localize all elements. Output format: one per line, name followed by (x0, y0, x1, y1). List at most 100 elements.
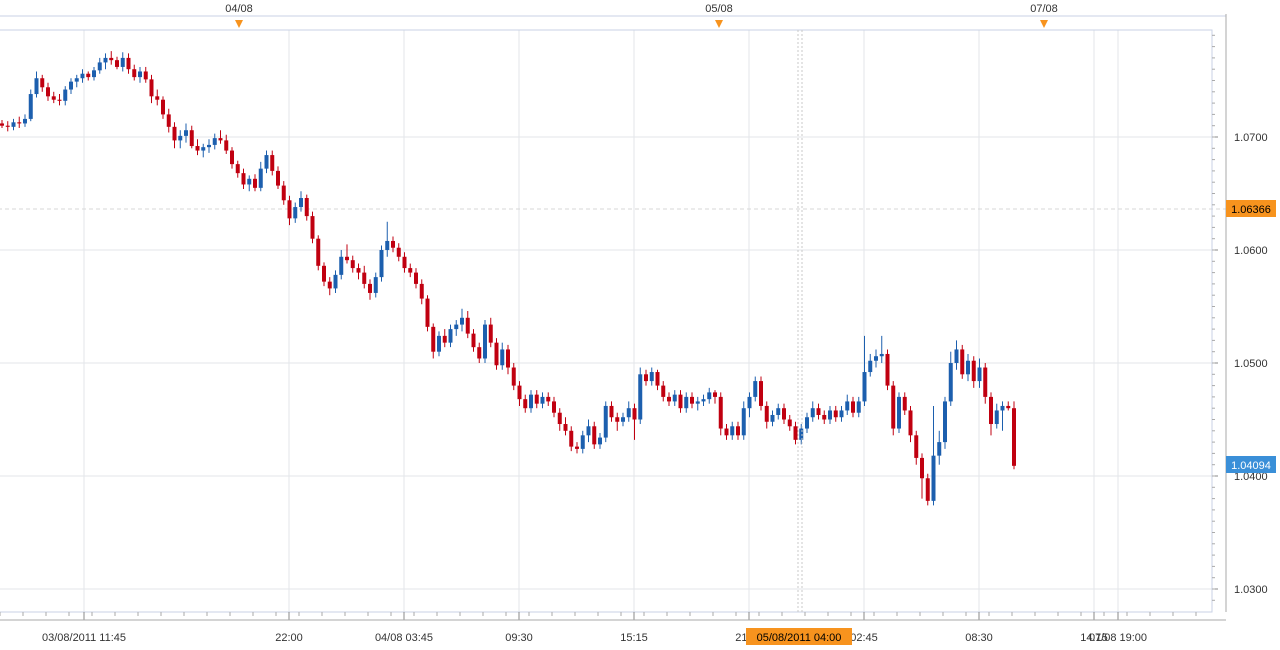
candle-body (920, 457, 924, 479)
candle-body (132, 69, 137, 78)
candle-body (816, 408, 821, 415)
candle-body (345, 256, 349, 261)
time-tick-label: 04/08 03:45 (375, 632, 433, 644)
candle-body (241, 173, 246, 185)
event-date-label: 04/08 (225, 3, 253, 15)
candle-body (425, 298, 430, 327)
candle-body (747, 396, 752, 409)
candle-body (626, 408, 631, 418)
top-date-axis: 04/08 05/08 07/08 (0, 3, 1226, 28)
candle-body (667, 396, 671, 402)
price-badges: 1.06366 1.04094 (1226, 200, 1276, 473)
last-price-badge: 1.06366 (1231, 204, 1271, 216)
candle-body (730, 426, 735, 436)
candle-body (92, 70, 96, 78)
candle-body (281, 185, 286, 201)
candle-body (638, 374, 643, 420)
candle-body (143, 71, 148, 80)
candle-body (960, 349, 965, 375)
candle-body (270, 155, 275, 171)
candle-body (230, 150, 234, 165)
candle-body (17, 122, 22, 124)
candle-body (833, 410, 838, 418)
candle-body (63, 89, 68, 101)
event-marker-icon[interactable] (235, 20, 243, 28)
candle-body (448, 329, 453, 343)
price-tick-label: 1.0700 (1234, 132, 1268, 144)
candle-body (511, 367, 516, 386)
candle-body (339, 256, 344, 275)
crosshair-time-label-bg (746, 628, 852, 645)
candle-body (891, 385, 896, 429)
candle-body (97, 62, 102, 71)
candle-body (810, 408, 815, 418)
candle-body (609, 405, 614, 418)
candle-body (465, 317, 470, 334)
candle-body (69, 81, 73, 90)
candle-body (580, 435, 585, 449)
candle-body (868, 360, 873, 373)
candle-body (966, 360, 970, 375)
candle-body (931, 455, 936, 501)
event-date-label: 05/08 (705, 3, 733, 15)
crosshair-time-label-text: 05/08/2011 04:00 (757, 632, 842, 644)
candle-body (603, 405, 608, 438)
candle-body (879, 353, 884, 357)
candle-body (782, 408, 786, 420)
candle-body (862, 372, 867, 402)
candle-body (672, 394, 677, 402)
current-price-badge-bg (1226, 456, 1276, 473)
event-date-label: 07/08 (1030, 3, 1058, 15)
candle-body (5, 125, 10, 127)
candle-body (839, 410, 844, 418)
candle-body (362, 272, 367, 284)
candle-body (1000, 405, 1005, 411)
time-tick-label: 14:15 (1080, 632, 1108, 644)
candle-body (793, 426, 798, 440)
candle-body (741, 408, 746, 436)
candle-body (759, 381, 763, 406)
candle-body (506, 349, 510, 368)
time-tick-label: 08:30 (965, 632, 993, 644)
candle-body (310, 216, 315, 239)
candle-body (655, 372, 660, 386)
candle-body (184, 130, 188, 136)
candle-body (787, 419, 792, 427)
candle-body (396, 247, 401, 257)
candle-body (414, 272, 418, 284)
candle-body (488, 324, 493, 343)
candle-body (632, 408, 637, 420)
candle-body (914, 435, 919, 458)
candle-body (350, 260, 355, 269)
candle-body (575, 446, 579, 449)
price-axis[interactable]: 1.0300 1.0400 1.0500 1.0600 1.0700 (1212, 14, 1268, 612)
candle-body (943, 401, 947, 443)
candle-body (902, 396, 907, 411)
candle-body (828, 410, 832, 420)
event-marker-icon[interactable] (1040, 20, 1048, 28)
candle-body (161, 99, 165, 115)
candle-body (23, 118, 27, 124)
candle-body (799, 428, 804, 440)
candle-body (408, 268, 413, 273)
candle-body (753, 381, 758, 397)
candle-body (178, 135, 183, 141)
candle-body (701, 399, 706, 402)
candle-body (644, 374, 648, 382)
candle-body (276, 170, 280, 186)
candle-body (247, 178, 252, 185)
candle-body (218, 138, 223, 141)
candle-body (661, 385, 666, 397)
candle-body (937, 442, 942, 456)
candle-body (822, 414, 827, 420)
candle-body (103, 57, 108, 63)
candle-body (851, 401, 855, 413)
candle-body (0, 123, 4, 126)
event-marker-icon[interactable] (715, 20, 723, 28)
plot-area[interactable] (0, 29, 1213, 613)
candle-body (316, 238, 321, 266)
candle-body (764, 405, 769, 422)
candle-body (304, 198, 309, 217)
